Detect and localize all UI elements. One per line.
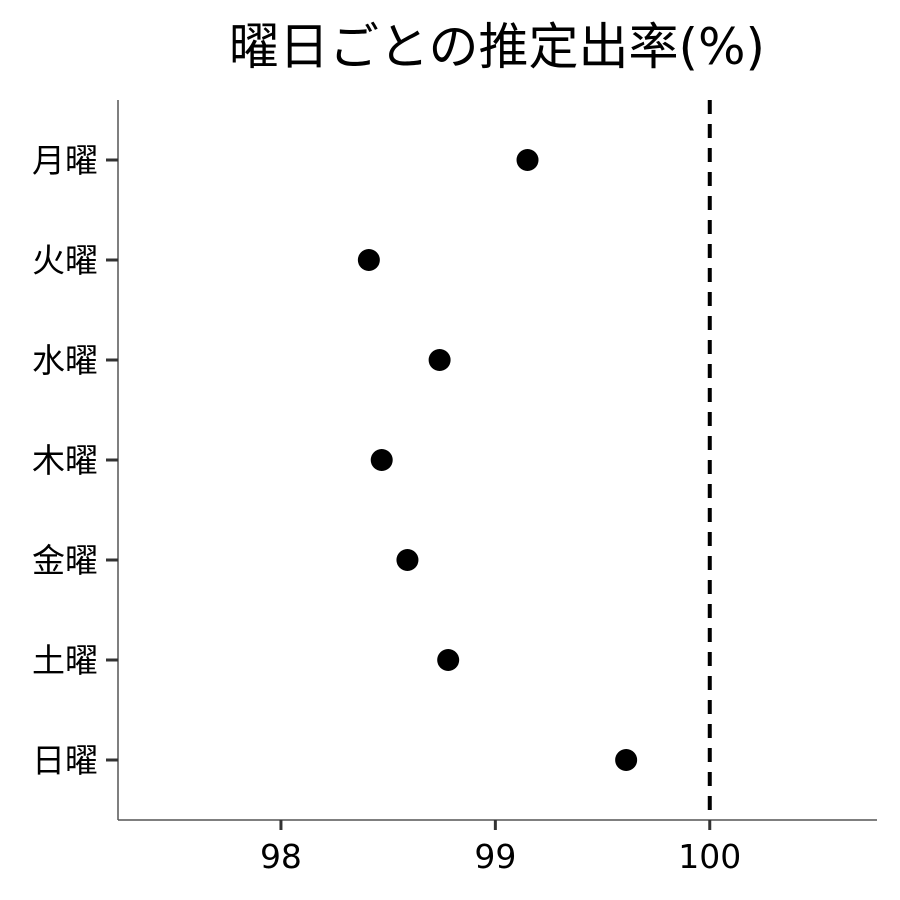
- y-tick-label: 金曜: [32, 541, 98, 580]
- data-point: [615, 749, 638, 771]
- data-point: [516, 149, 539, 171]
- y-tick-label: 水曜: [32, 341, 98, 380]
- data-point: [370, 449, 393, 471]
- y-tick-label: 土曜: [32, 641, 98, 680]
- data-point: [437, 649, 460, 671]
- x-tick-label: 99: [474, 837, 516, 876]
- points-layer: [357, 149, 638, 771]
- y-tick-label: 月曜: [32, 141, 98, 180]
- y-tick-label: 火曜: [32, 241, 98, 280]
- data-point: [428, 349, 451, 371]
- y-tick-label: 木曜: [32, 441, 98, 480]
- x-tick-label: 98: [260, 837, 302, 876]
- data-point: [396, 549, 419, 571]
- y-tick-label: 日曜: [32, 741, 98, 780]
- x-tick-label: 100: [678, 837, 741, 876]
- data-point: [357, 249, 380, 271]
- chart-title: 曜日ごとの推定出率(%): [229, 18, 765, 76]
